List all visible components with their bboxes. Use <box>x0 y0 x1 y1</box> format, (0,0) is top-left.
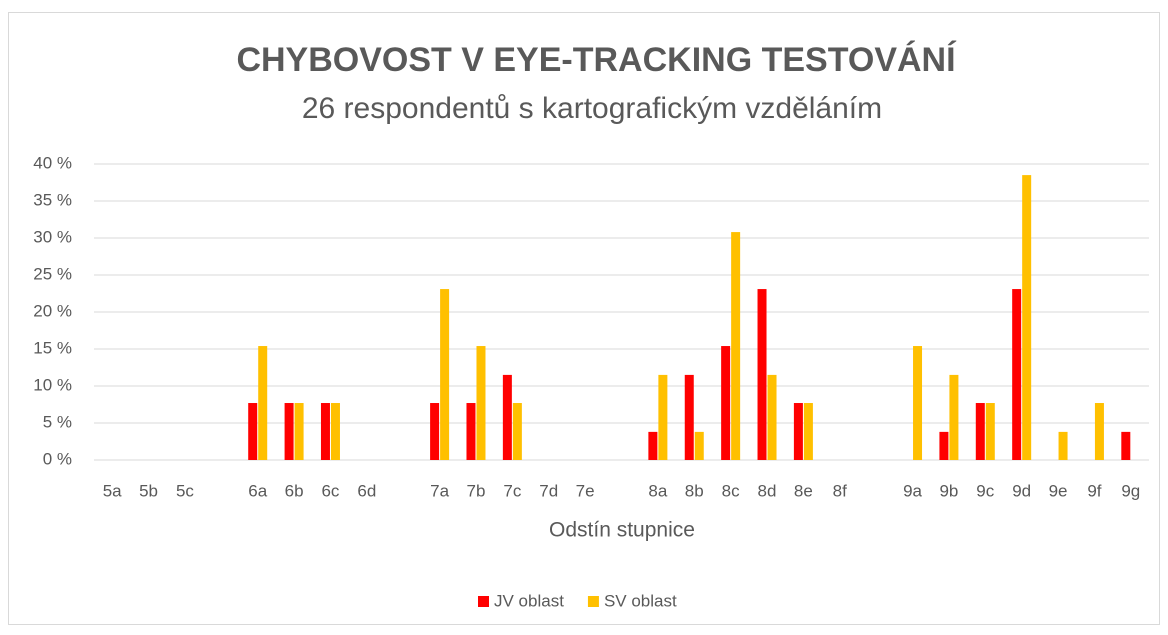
chart-title: CHYBOVOST V EYE-TRACKING TESTOVÁNÍ <box>236 41 957 79</box>
bar <box>248 403 258 460</box>
bar <box>330 403 340 460</box>
x-tick-label: 8f <box>833 481 847 500</box>
bar <box>284 403 294 460</box>
x-tick-label: 6b <box>285 481 304 500</box>
chart-subtitle: 26 respondentů s kartografickým vzdělání… <box>302 92 882 125</box>
x-tick-label: 6d <box>357 481 376 500</box>
bar <box>721 346 731 460</box>
bar <box>939 431 949 460</box>
bar <box>694 431 704 460</box>
bar <box>757 289 767 460</box>
bar <box>476 346 486 460</box>
y-tick-label: 30 % <box>33 227 72 246</box>
y-tick-label: 5 % <box>43 412 72 431</box>
bar <box>258 346 268 460</box>
x-tick-label: 6a <box>248 481 267 500</box>
bar <box>913 346 923 460</box>
bar <box>1121 431 1131 460</box>
chart-border <box>8 12 1160 625</box>
bar <box>466 403 476 460</box>
x-tick-label: 9c <box>976 481 994 500</box>
x-tick-label: 5c <box>176 481 194 500</box>
legend-swatch <box>478 596 489 607</box>
bar <box>658 374 668 460</box>
legend-label: SV oblast <box>604 591 677 610</box>
bar <box>949 374 959 460</box>
x-tick-label: 6c <box>321 481 339 500</box>
x-tick-label: 7a <box>430 481 449 500</box>
bar <box>502 374 512 460</box>
x-tick-label: 8a <box>648 481 667 500</box>
bar <box>1012 289 1022 460</box>
x-tick-label: 9f <box>1087 481 1101 500</box>
x-tick-label: 7e <box>576 481 595 500</box>
bar <box>512 403 522 460</box>
bar <box>440 289 450 460</box>
x-tick-label: 8b <box>685 481 704 500</box>
y-tick-label: 40 % <box>33 153 72 172</box>
x-tick-label: 5b <box>139 481 158 500</box>
x-axis-label: Odstín stupnice <box>549 519 695 542</box>
bar <box>1094 403 1104 460</box>
x-tick-label: 7d <box>539 481 558 500</box>
bar <box>1058 431 1068 460</box>
x-tick-label: 9b <box>939 481 958 500</box>
x-tick-label: 8c <box>722 481 740 500</box>
x-tick-label: 9a <box>903 481 922 500</box>
x-tick-label: 5a <box>103 481 122 500</box>
x-tick-label: 9d <box>1012 481 1031 500</box>
legend-swatch <box>587 596 599 607</box>
bar <box>731 232 741 460</box>
x-tick-label: 8e <box>794 481 813 500</box>
x-tick-label: 9g <box>1121 481 1140 500</box>
bar <box>430 403 440 460</box>
bar <box>793 403 803 460</box>
y-tick-label: 20 % <box>33 301 72 320</box>
bar <box>803 403 813 460</box>
bar <box>294 403 304 460</box>
bar <box>648 431 658 460</box>
y-tick-label: 15 % <box>33 338 72 357</box>
bar <box>767 374 777 460</box>
y-tick-label: 25 % <box>33 264 72 283</box>
x-tick-label: 7b <box>467 481 486 500</box>
bar <box>684 374 694 460</box>
bar <box>1022 175 1032 460</box>
bar <box>975 403 985 460</box>
x-tick-label: 9e <box>1049 481 1068 500</box>
y-tick-label: 35 % <box>33 190 72 209</box>
y-tick-label: 0 % <box>43 449 72 468</box>
bar <box>985 403 995 460</box>
x-tick-label: 7c <box>503 481 521 500</box>
legend-label: JV oblast <box>494 591 564 610</box>
x-tick-label: 8d <box>758 481 777 500</box>
bar <box>320 403 330 460</box>
y-tick-label: 10 % <box>33 375 72 394</box>
